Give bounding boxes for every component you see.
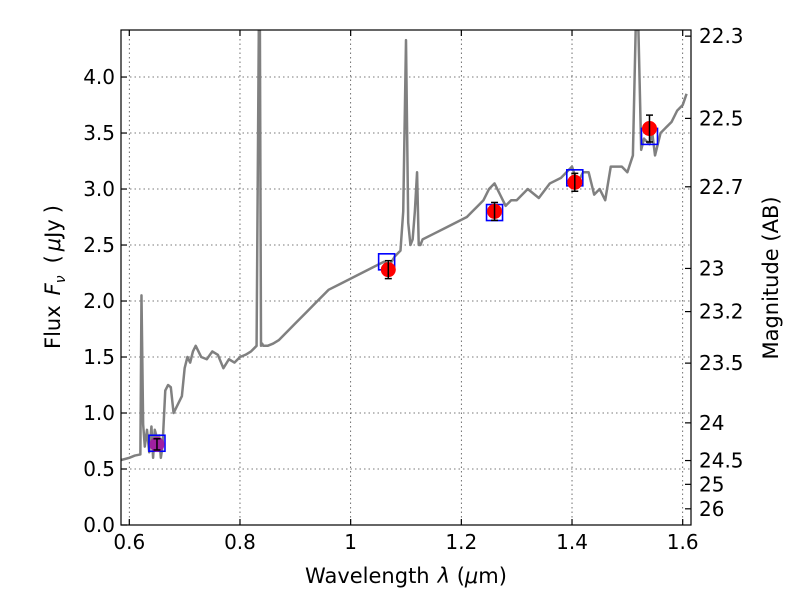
mag-tick-label: 24 (699, 411, 724, 435)
mag-tick-label: 26 (699, 497, 724, 521)
mag-tick-label: 22.7 (699, 175, 744, 199)
photometry-series (148, 114, 659, 453)
y-tick-label: 1.5 (83, 345, 115, 369)
x-tick-label: 0.6 (113, 530, 145, 554)
plot-frame (120, 29, 692, 526)
axes: 0.6 0.8 1 1.2 1.4 1.6 0.0 0.5 1.0 1.5 2.0 2.5 3.0 3.5… (83, 24, 743, 554)
y-tick-label: 1.0 (83, 401, 115, 425)
x-tick-label: 1.4 (556, 530, 588, 554)
secondary-y-axis-label: Magnitude (AB) (759, 196, 783, 359)
x-tick-label: 1 (344, 530, 357, 554)
mag-tick-label: 23 (699, 256, 724, 280)
y-tick-label: 0.0 (83, 513, 115, 537)
y-tick-label: 3.5 (83, 121, 115, 145)
mag-tick-label: 22.5 (699, 106, 744, 130)
mag-tick-label: 25 (699, 472, 724, 496)
x-tick-label: 1.6 (667, 530, 699, 554)
mag-tick-label: 22.3 (699, 24, 744, 48)
spectrum-line (121, 30, 688, 462)
spectrum-series (121, 30, 688, 462)
mag-tick-label: 24.5 (699, 449, 744, 473)
mag-tick-label: 23.5 (699, 351, 744, 375)
x-axis-label: Wavelength λ (μm) (305, 564, 507, 588)
y-tick-label: 3.0 (83, 177, 115, 201)
y-tick-label: 2.0 (83, 289, 115, 313)
x-tick-label: 0.8 (224, 530, 256, 554)
x-tick-label: 1.2 (445, 530, 477, 554)
mag-tick-label: 23.2 (699, 300, 744, 324)
y-tick-label: 4.0 (83, 65, 115, 89)
y-tick-label: 0.5 (83, 457, 115, 481)
y-axis-label: FluxFν(μJy) (41, 205, 69, 349)
y-tick-label: 2.5 (83, 233, 115, 257)
